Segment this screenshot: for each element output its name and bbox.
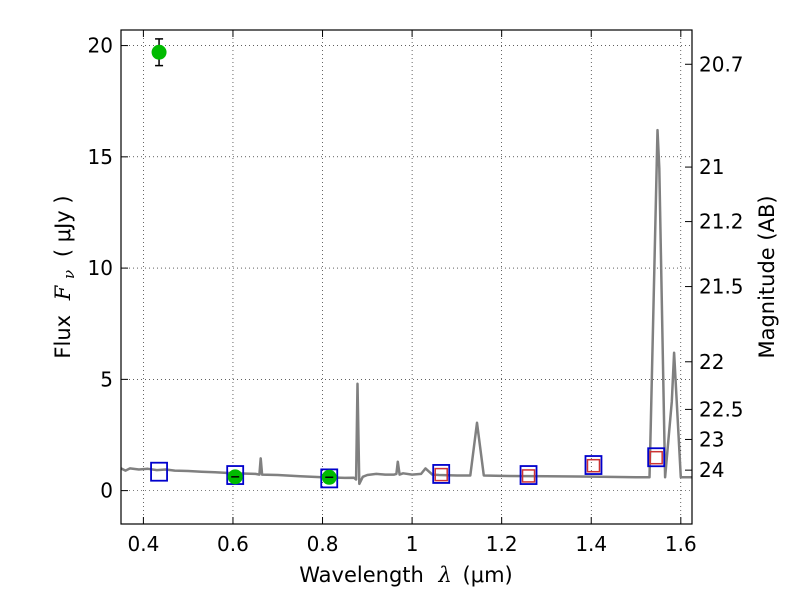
plot-frame [120, 29, 693, 525]
model-flux-marker [150, 461, 168, 482]
model-flux-marker [432, 464, 451, 484]
model-flux-marker [584, 455, 603, 475]
x-tick-label: 0.8 [307, 532, 339, 556]
y-axis-label: Flux F ν ( μJy ) [51, 195, 79, 358]
observed-flux-point [151, 44, 167, 60]
x-tick-label: 0.6 [217, 532, 249, 556]
y2-tick-label: 21.2 [699, 210, 744, 234]
y2-tick-label: 21.5 [699, 275, 744, 299]
grid-lines [121, 30, 692, 524]
y-tick-label: 15 [88, 145, 113, 169]
x-tick-label: 1.2 [486, 532, 518, 556]
y-axis-label-symbol: F [51, 284, 75, 301]
x-axis-label: Wavelength λ (μm) [299, 563, 512, 587]
y2-tick-label: 20.7 [699, 52, 744, 76]
y-tick-label: 20 [88, 34, 113, 58]
y-axis-label-text: Flux [51, 315, 75, 359]
y2-tick-label: 21 [699, 155, 724, 179]
y2-tick-label: 24 [699, 458, 724, 482]
y2-tick-label: 22.5 [699, 397, 744, 421]
y-tick-label: 5 [100, 367, 113, 391]
model-flux-marker-inner [434, 467, 448, 482]
x-axis-label-text: Wavelength [299, 563, 424, 587]
y-axis-label-unit: ( μJy ) [51, 195, 75, 257]
x-tick-label: 1 [406, 532, 419, 556]
model-flux-marker [647, 447, 666, 468]
axis-ticks: 0.4 0.6 0.8 1 1.2 1.4 1.6 0 5 10 15 20 20.7 21 21.2 21.… [88, 30, 744, 556]
y2-axis-label: Magnitude (AB) [755, 195, 779, 358]
model-flux-marker [320, 468, 339, 489]
x-axis-label-unit: (μm) [463, 563, 513, 587]
y2-tick-label: 23 [699, 427, 724, 451]
y-axis-label-subscript: ν [60, 270, 78, 279]
y-tick-label: 10 [88, 256, 113, 280]
y2-tick-label: 22 [699, 350, 724, 374]
y-tick-label: 0 [100, 479, 113, 503]
x-tick-label: 1.4 [575, 532, 607, 556]
model-flux-marker-inner [649, 450, 663, 465]
model-flux-marker-inner [586, 458, 601, 473]
plot-area [120, 38, 692, 489]
x-tick-label: 0.4 [127, 532, 159, 556]
model-flux-marker-inner [521, 469, 536, 483]
x-tick-label: 1.6 [665, 532, 697, 556]
model-flux-marker [519, 465, 538, 485]
x-axis-label-symbol: λ [438, 563, 452, 587]
spectrum-line [120, 128, 692, 486]
